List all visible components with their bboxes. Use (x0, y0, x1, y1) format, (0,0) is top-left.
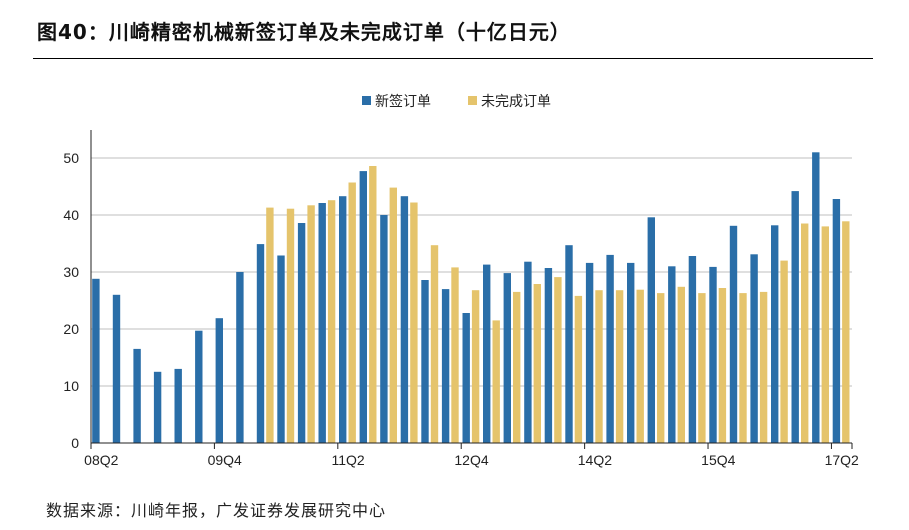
bar-new-orders-12Q2 (421, 280, 429, 443)
legend-swatch-backlog (468, 96, 477, 105)
bar-new-orders-12Q4 (462, 313, 470, 443)
bar-backlog-13Q1 (492, 320, 500, 443)
legend-label-backlog: 未完成订单 (481, 94, 551, 110)
x-tick-label: 17Q2 (825, 452, 859, 468)
bar-new-orders-14Q4 (627, 262, 635, 443)
x-tick-label: 08Q2 (84, 452, 118, 468)
legend: 新签订单 未完成订单 (362, 93, 551, 110)
title-rule (33, 58, 873, 59)
bar-backlog-10Q4 (307, 205, 315, 443)
x-tick-label: 12Q4 (454, 452, 488, 468)
bar-new-orders-13Q1 (483, 264, 491, 443)
bar-new-orders-13Q4 (544, 268, 553, 443)
bar-new-orders-13Q3 (524, 261, 532, 443)
bar-new-orders-09Q3 (195, 330, 203, 443)
bar-new-orders-15Q1 (647, 217, 655, 443)
bar-backlog-16Q4 (801, 223, 809, 443)
bar-backlog-17Q2 (842, 221, 850, 443)
x-tick-label: 11Q2 (331, 452, 364, 468)
bar-new-orders-09Q1 (153, 371, 162, 444)
bar-new-orders-15Q4 (709, 266, 717, 443)
bar-new-orders-15Q2 (668, 266, 676, 443)
y-tick-label: 0 (71, 435, 79, 451)
bar-backlog-11Q3 (369, 166, 377, 443)
bar-backlog-10Q3 (286, 208, 295, 443)
bar-new-orders-15Q3 (688, 256, 697, 443)
y-tick-label: 20 (63, 321, 79, 337)
bar-new-orders-12Q1 (400, 196, 409, 443)
y-tick-label: 10 (63, 378, 79, 394)
bar-new-orders-10Q4 (297, 223, 306, 443)
x-tick-label: 15Q4 (701, 452, 735, 468)
bar-backlog-14Q4 (636, 289, 644, 443)
bar-backlog-16Q2 (759, 291, 768, 443)
gridlines (91, 157, 852, 387)
bar-new-orders-16Q4 (791, 191, 799, 443)
source-note: 数据来源：川崎年报，广发证券发展研究中心 (46, 501, 387, 520)
bar-backlog-16Q3 (780, 260, 788, 443)
bar-new-orders-08Q2 (92, 278, 100, 443)
bar-new-orders-10Q1 (236, 272, 244, 443)
bar-backlog-11Q1 (327, 200, 336, 443)
bar-new-orders-17Q2 (832, 199, 841, 443)
bar-backlog-12Q1 (410, 202, 418, 443)
axes: 0 10 20 30 40 50 08Q2 09Q4 11Q2 12Q4 14Q2 15Q4 17Q2 (63, 130, 859, 468)
y-tick-label: 40 (63, 207, 79, 223)
legend-swatch-new-orders (362, 96, 371, 105)
bar-new-orders-09Q4 (215, 318, 223, 443)
bar-backlog-14Q3 (615, 290, 624, 443)
bar-backlog-12Q4 (471, 290, 480, 443)
x-tick-label: 09Q4 (208, 452, 242, 468)
bar-new-orders-13Q2 (503, 273, 511, 443)
bar-new-orders-11Q3 (359, 171, 367, 443)
bar-new-orders-16Q3 (771, 225, 779, 443)
bar-backlog-12Q2 (430, 245, 439, 443)
bar-new-orders-11Q2 (339, 196, 347, 443)
bars (92, 152, 850, 444)
legend-label-new-orders: 新签订单 (375, 93, 431, 110)
bar-new-orders-14Q3 (606, 254, 614, 443)
bar-backlog-11Q2 (348, 182, 356, 443)
y-tick-label: 30 (63, 264, 79, 280)
chart-title: 图40：川崎精密机械新签订单及未完成订单（十亿日元） (37, 20, 571, 44)
bar-new-orders-14Q1 (565, 245, 573, 443)
bar-backlog-16Q1 (739, 293, 747, 443)
bar-backlog-11Q4 (389, 187, 397, 443)
bar-backlog-10Q2 (266, 207, 274, 443)
bar-backlog-13Q4 (554, 277, 562, 443)
bar-backlog-15Q1 (657, 293, 665, 443)
bar-backlog-13Q3 (533, 284, 541, 443)
bar-new-orders-14Q2 (585, 262, 594, 443)
bar-backlog-17Q1 (821, 226, 829, 443)
x-tick-label: 14Q2 (578, 452, 612, 468)
bar-new-orders-10Q2 (256, 244, 265, 443)
bar-new-orders-09Q2 (174, 368, 182, 443)
bar-backlog-15Q4 (718, 288, 727, 443)
bar-new-orders-17Q1 (812, 152, 820, 444)
bar-backlog-14Q1 (574, 295, 583, 443)
bar-backlog-15Q3 (698, 293, 706, 443)
bar-backlog-12Q3 (451, 267, 459, 443)
bar-new-orders-12Q3 (441, 289, 450, 443)
bar-new-orders-16Q1 (729, 225, 738, 443)
bar-new-orders-11Q1 (318, 203, 326, 443)
bar-new-orders-10Q3 (277, 255, 285, 443)
y-tick-label: 50 (63, 150, 79, 166)
bar-backlog-14Q2 (595, 290, 603, 443)
bar-new-orders-08Q4 (133, 348, 141, 443)
bar-backlog-15Q2 (677, 286, 685, 443)
bar-backlog-13Q2 (513, 291, 521, 443)
bar-new-orders-11Q4 (380, 215, 388, 443)
bar-new-orders-08Q3 (112, 294, 121, 443)
bar-new-orders-16Q2 (750, 254, 758, 443)
